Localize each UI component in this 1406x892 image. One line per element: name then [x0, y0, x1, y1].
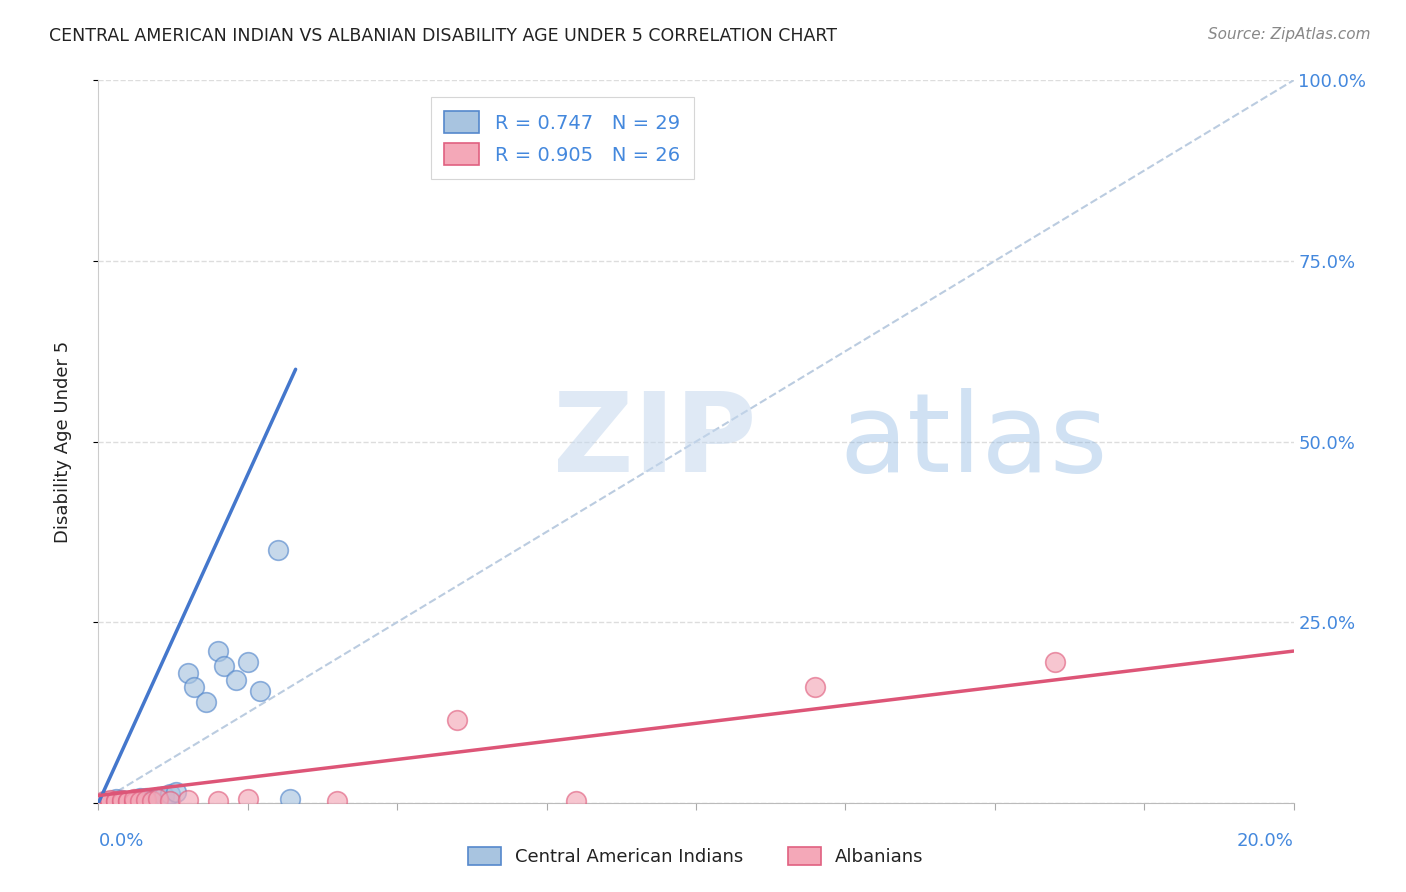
Point: [177, 665, 200, 680]
Point: [117, 794, 139, 808]
Legend: Central American Indians, Albanians: Central American Indians, Albanians: [461, 839, 931, 873]
Point: [565, 794, 588, 808]
Point: [446, 713, 468, 727]
Point: [207, 794, 229, 808]
Point: [98, 793, 122, 807]
Point: [159, 787, 181, 801]
Text: CENTRAL AMERICAN INDIAN VS ALBANIAN DISABILITY AGE UNDER 5 CORRELATION CHART: CENTRAL AMERICAN INDIAN VS ALBANIAN DISA…: [49, 27, 837, 45]
Point: [804, 680, 827, 694]
Point: [124, 793, 146, 807]
Point: [129, 794, 152, 808]
Point: [98, 794, 122, 808]
Point: [111, 794, 134, 808]
Point: [141, 794, 163, 808]
Point: [117, 794, 139, 808]
Point: [1043, 655, 1066, 669]
Point: [117, 794, 139, 808]
Text: atlas: atlas: [839, 388, 1108, 495]
Text: ZIP: ZIP: [553, 388, 756, 495]
Point: [165, 785, 187, 799]
Point: [98, 794, 122, 808]
Point: [93, 795, 115, 809]
Point: [117, 794, 139, 808]
Point: [236, 655, 259, 669]
Point: [105, 795, 128, 809]
Point: [212, 658, 235, 673]
Point: [124, 792, 146, 806]
Point: [105, 792, 128, 806]
Point: [135, 791, 157, 805]
Point: [129, 792, 152, 806]
Point: [236, 792, 259, 806]
Point: [153, 789, 176, 803]
Point: [105, 794, 128, 808]
Point: [159, 794, 181, 808]
Point: [326, 794, 349, 808]
Point: [148, 792, 170, 806]
Point: [111, 793, 134, 807]
Point: [141, 793, 163, 807]
Point: [278, 792, 301, 806]
Point: [249, 683, 271, 698]
Point: [98, 795, 122, 809]
Point: [111, 795, 134, 809]
Point: [124, 795, 146, 809]
Text: Source: ZipAtlas.com: Source: ZipAtlas.com: [1208, 27, 1371, 42]
Point: [105, 794, 128, 808]
Y-axis label: Disability Age Under 5: Disability Age Under 5: [53, 341, 72, 542]
Point: [207, 644, 229, 658]
Point: [183, 680, 205, 694]
Point: [98, 794, 122, 808]
Point: [225, 673, 247, 687]
Point: [111, 793, 134, 807]
Point: [135, 793, 157, 807]
Text: 0.0%: 0.0%: [98, 831, 143, 850]
Point: [177, 793, 200, 807]
Point: [93, 795, 115, 809]
Text: 20.0%: 20.0%: [1237, 831, 1294, 850]
Point: [129, 790, 152, 805]
Point: [148, 790, 170, 805]
Point: [195, 695, 218, 709]
Point: [93, 794, 115, 808]
Point: [105, 794, 128, 808]
Point: [267, 542, 290, 557]
